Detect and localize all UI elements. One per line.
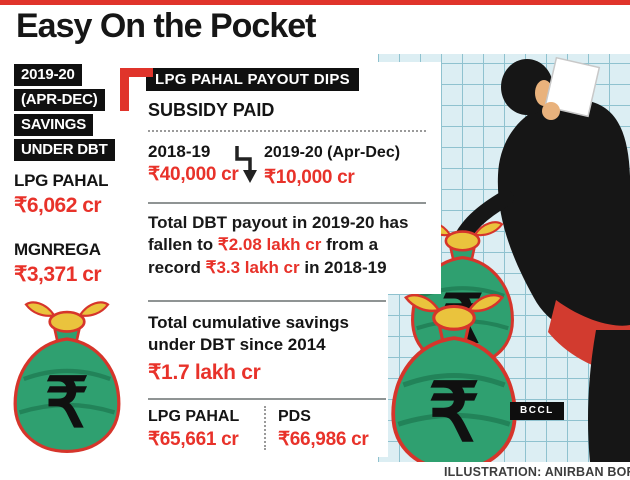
- hand: [542, 102, 560, 120]
- note-value-2018-19: ₹3.3 lakh cr: [205, 257, 300, 277]
- cumulative-savings-label: Total cumulative savings under DBT since…: [148, 313, 349, 355]
- bottom-pds-value: ₹66,986 cr: [278, 429, 369, 450]
- dip-arrow-icon: [235, 146, 257, 183]
- year-to-label: 2019-20 (Apr-Dec): [264, 144, 401, 161]
- bottom-strip: ILLUSTRATION: ANIRBAN BORA: [0, 462, 630, 480]
- background-illustration: [378, 54, 630, 462]
- sidebar-heading-line: UNDER DBT: [14, 139, 115, 161]
- bottom-lpg-pahal-label: LPG PAHAL: [148, 408, 240, 425]
- main-panel: LPG PAHAL PAYOUT DIPS SUBSIDY PAID 2018-…: [136, 62, 441, 457]
- stat-value-lpg-pahal: ₹6,062 cr: [14, 194, 102, 217]
- year-from-value: ₹40,000 cr: [148, 164, 239, 185]
- year-from-label: 2018-19: [148, 142, 211, 161]
- page-title: Easy On the Pocket: [16, 7, 316, 45]
- paper-note: [544, 56, 601, 118]
- note-value-2019-20: ₹2.08 lakh cr: [217, 235, 322, 255]
- bottom-pds-label: PDS: [278, 408, 311, 425]
- note-text: in 2018-19: [299, 257, 387, 277]
- bccl-badge: BCCL: [510, 402, 564, 420]
- dbt-payout-note: Total DBT payout in 2019-20 has fallen t…: [148, 212, 414, 279]
- divider: [148, 130, 426, 132]
- divider: [148, 300, 386, 302]
- top-accent-bar: [0, 0, 630, 5]
- cumulative-savings-value: ₹1.7 lakh cr: [148, 361, 261, 384]
- subsidy-paid-title: SUBSIDY PAID: [148, 100, 275, 120]
- note-text: Total DBT payout in 2019-20 has fallen t…: [148, 213, 409, 255]
- corner-bracket-icon: [120, 68, 153, 111]
- stat-value-mgnrega: ₹3,371 cr: [14, 263, 102, 286]
- year-to-value: ₹10,000 cr: [264, 167, 355, 188]
- sidebar-savings: 2019-20 (APR-DEC) SAVINGS UNDER DBT LPG …: [14, 64, 136, 287]
- sidebar-heading-line: 2019-20: [14, 64, 82, 86]
- stat-label-lpg-pahal: LPG PAHAL: [14, 171, 109, 190]
- sidebar-heading-line: (APR-DEC): [14, 89, 105, 111]
- money-bag-left-illustration: [2, 298, 132, 464]
- vertical-divider: [264, 406, 266, 450]
- sidebar-heading-line: SAVINGS: [14, 114, 94, 136]
- stat-label-mgnrega: MGNREGA: [14, 240, 101, 259]
- illustration-credit: ILLUSTRATION: ANIRBAN BORA: [444, 465, 630, 479]
- panel-header: LPG PAHAL PAYOUT DIPS: [146, 68, 359, 91]
- divider: [148, 202, 426, 204]
- bottom-lpg-pahal-value: ₹65,661 cr: [148, 429, 239, 450]
- divider: [148, 398, 386, 400]
- note-text: from a record: [148, 235, 379, 277]
